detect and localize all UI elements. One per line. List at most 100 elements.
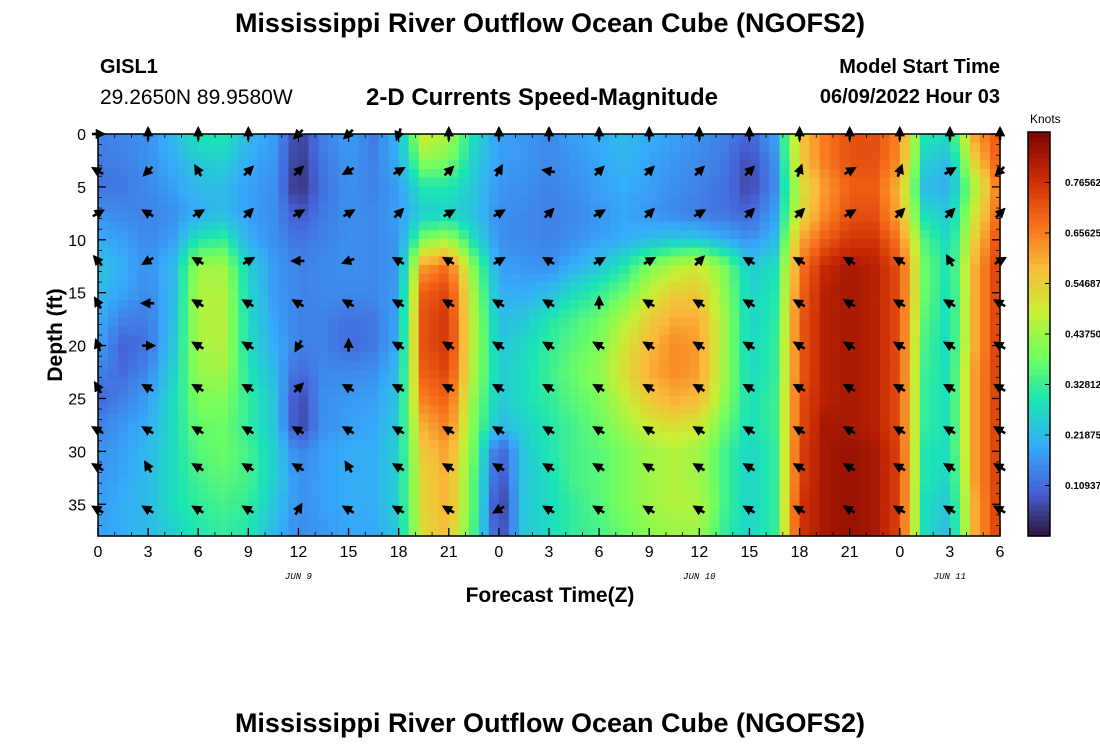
heat-cell [448, 221, 460, 231]
heat-cell [338, 186, 350, 196]
heat-cell [969, 256, 981, 266]
heat-cell [278, 177, 290, 188]
current-arrow [391, 299, 405, 309]
heat-cell [679, 291, 690, 301]
heat-cell [639, 326, 650, 336]
heat-cell [869, 431, 881, 441]
heat-cell [889, 177, 901, 188]
heat-cell [198, 474, 209, 485]
heat-cell [218, 308, 229, 319]
heat-cell [639, 134, 650, 144]
heat-cell [118, 396, 129, 406]
heat-cell [168, 457, 179, 467]
heat-cell [779, 343, 791, 354]
heat-cell [549, 168, 560, 179]
heat-cell [178, 378, 189, 389]
heat-cell [308, 247, 320, 257]
heat-cell [298, 282, 310, 292]
heat-cell [298, 422, 310, 432]
heat-cell [879, 335, 891, 345]
heat-cell [559, 431, 570, 441]
heat-cell [899, 422, 911, 432]
heat-cell [198, 431, 209, 441]
heat-cell [458, 483, 470, 493]
heat-cell [689, 134, 700, 144]
heat-cell [468, 291, 480, 301]
heat-cell [549, 396, 560, 406]
heat-cell [629, 352, 640, 362]
heat-cell [468, 238, 480, 249]
heat-cell [128, 466, 139, 476]
heat-cell [218, 343, 229, 354]
heat-cell [138, 273, 149, 284]
heat-cell [819, 361, 831, 371]
heat-cell [709, 134, 720, 144]
heat-cell [258, 404, 269, 415]
heat-cell [368, 282, 380, 292]
heat-cell [599, 326, 610, 336]
heat-cell [158, 203, 169, 214]
heat-cell [689, 369, 700, 380]
heat-cell [408, 335, 420, 345]
heat-cell [238, 474, 249, 485]
heat-cell [238, 256, 249, 266]
heat-cell [528, 238, 540, 249]
heat-cell [148, 369, 159, 380]
heat-cell [218, 483, 229, 493]
heat-cell [969, 474, 981, 485]
heat-cell [599, 457, 610, 467]
heat-cell [679, 308, 690, 319]
heat-cell [458, 203, 470, 214]
current-arrow [541, 505, 555, 516]
heat-cell [959, 273, 971, 284]
heat-cell [719, 448, 730, 458]
heat-cell [428, 501, 440, 511]
colorbar-swatch [1028, 450, 1050, 456]
heat-cell [208, 369, 219, 380]
heat-cell [168, 422, 179, 432]
heat-cell [208, 195, 219, 205]
heat-cell [659, 142, 670, 153]
colorbar-swatch [1028, 429, 1050, 436]
colorbar-swatch [1028, 212, 1050, 219]
heat-cell [789, 352, 801, 362]
heat-cell [859, 448, 871, 458]
heat-cell [458, 431, 470, 441]
heat-cell [829, 300, 841, 310]
heat-cell [378, 369, 390, 380]
heat-cell [158, 387, 169, 397]
heat-cell [559, 404, 570, 415]
heat-cell [899, 151, 911, 161]
heat-cell [839, 378, 851, 389]
heat-cell [609, 509, 620, 520]
heat-cell [248, 230, 259, 240]
heat-cell [919, 413, 931, 423]
heat-cell [569, 265, 580, 275]
x-tick-label: 15 [741, 544, 759, 561]
heat-cell [168, 404, 179, 415]
heat-cell [809, 212, 821, 222]
heat-cell [679, 343, 690, 354]
heat-cell [729, 247, 741, 257]
heat-cell [328, 501, 340, 511]
heat-cell [709, 247, 720, 257]
x-tick-label: 21 [841, 544, 859, 561]
heat-cell [238, 369, 249, 380]
heat-cell [518, 361, 530, 371]
heat-cell [899, 142, 911, 153]
heat-cell [198, 326, 209, 336]
heat-cell [508, 457, 520, 467]
heat-cell [839, 448, 851, 458]
heat-cell [549, 282, 560, 292]
heat-cell [649, 466, 660, 476]
heat-cell [318, 483, 330, 493]
heat-cell [248, 300, 259, 310]
heat-cell [338, 431, 350, 441]
heat-cell [368, 396, 380, 406]
heat-cell [869, 518, 881, 528]
heat-cell [579, 335, 590, 345]
heat-cell [448, 238, 460, 249]
heat-cell [899, 457, 911, 467]
heat-cell [589, 518, 600, 528]
heat-cell [819, 168, 831, 179]
